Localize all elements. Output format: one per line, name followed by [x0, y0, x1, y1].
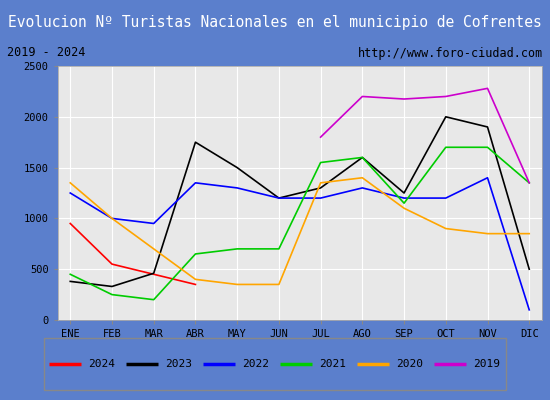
Text: 2023: 2023: [165, 359, 192, 369]
Text: 2019 - 2024: 2019 - 2024: [7, 46, 85, 60]
Text: http://www.foro-ciudad.com: http://www.foro-ciudad.com: [358, 46, 543, 60]
Text: 2019: 2019: [473, 359, 500, 369]
Text: Evolucion Nº Turistas Nacionales en el municipio de Cofrentes: Evolucion Nº Turistas Nacionales en el m…: [8, 15, 542, 30]
Text: 2024: 2024: [88, 359, 115, 369]
Text: 2021: 2021: [319, 359, 346, 369]
Text: 2022: 2022: [242, 359, 269, 369]
Text: 2020: 2020: [396, 359, 423, 369]
